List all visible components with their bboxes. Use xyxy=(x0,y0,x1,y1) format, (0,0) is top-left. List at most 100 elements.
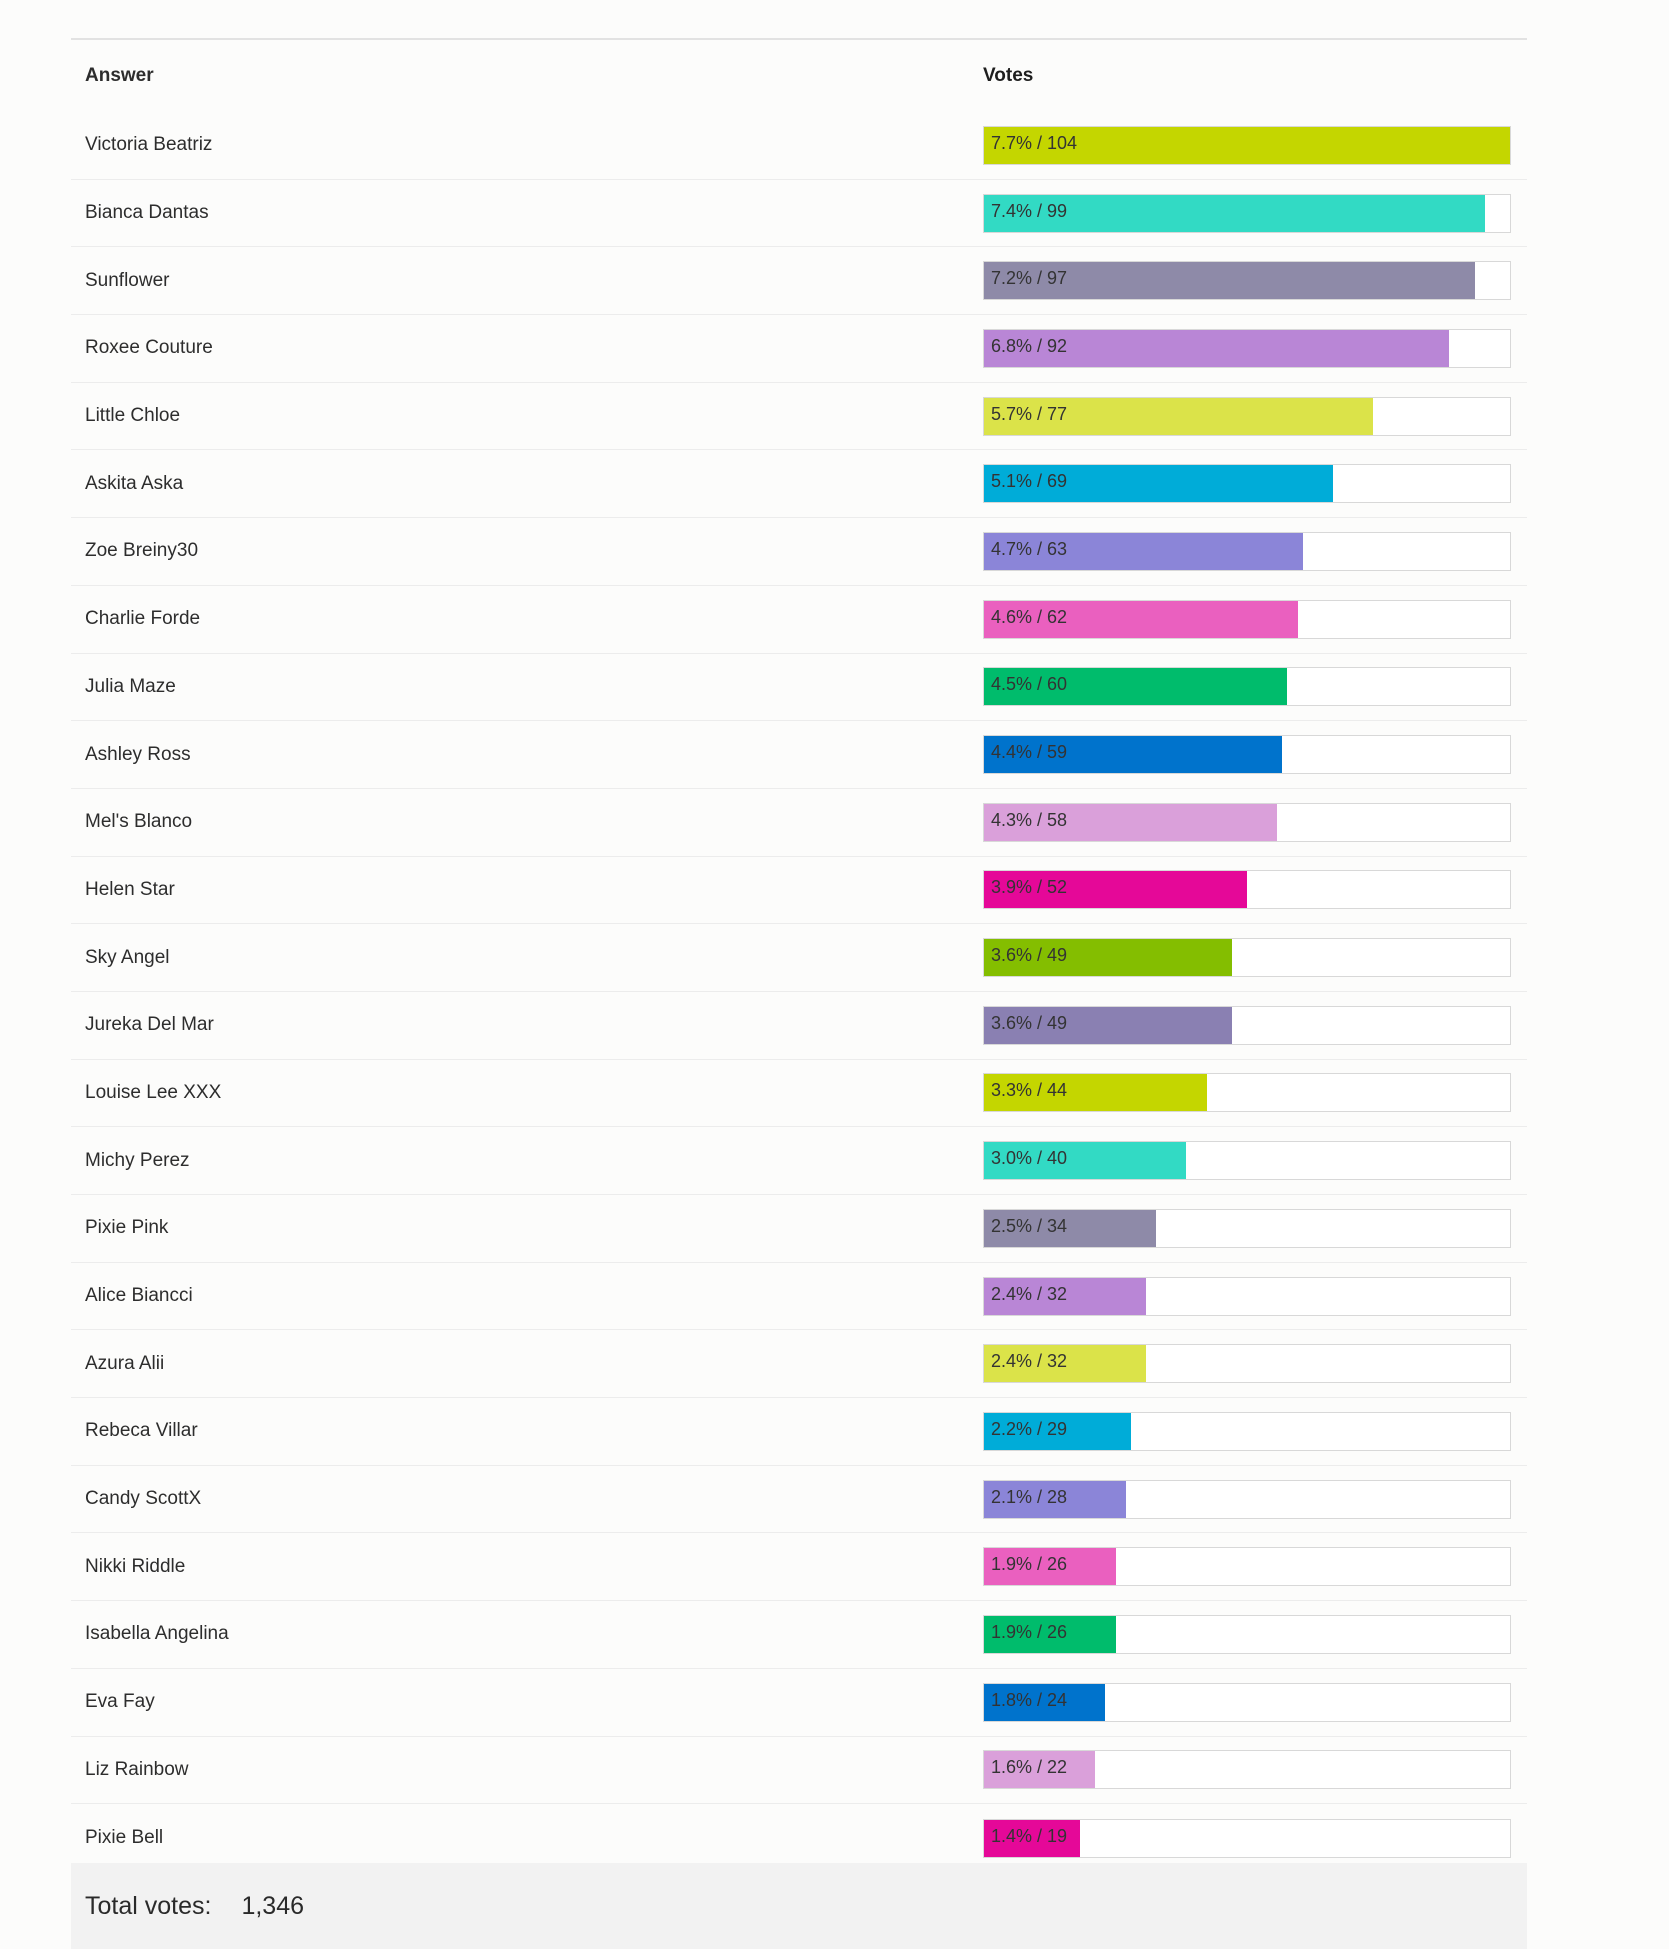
answer-name: Jureka Del Mar xyxy=(85,1014,214,1036)
table-row: Sunflower 7.2% / 97 xyxy=(71,247,1527,316)
table-row: Roxee Couture 6.8% / 92 xyxy=(71,315,1527,383)
table-row: Sky Angel 3.6% / 49 xyxy=(71,924,1527,992)
vote-bar: 1.8% / 24 xyxy=(983,1682,1511,1722)
vote-bar-fill xyxy=(984,329,1450,367)
vote-bar-fill xyxy=(984,1074,1207,1112)
vote-bar-label: 4.3% / 58 xyxy=(991,809,1068,830)
answer-name: Azura Alii xyxy=(85,1352,165,1374)
vote-bar: 4.7% / 63 xyxy=(983,531,1511,571)
vote-bar-label: 3.0% / 40 xyxy=(991,1148,1068,1169)
votes-cell: 7.7% / 104 xyxy=(983,125,1511,165)
answer-name: Ashley Ross xyxy=(85,743,191,765)
vote-bar-label: 5.1% / 69 xyxy=(991,471,1068,492)
votes-cell: 3.6% / 49 xyxy=(983,1005,1511,1045)
vote-bar-label: 4.6% / 62 xyxy=(991,606,1068,627)
vote-bar-label: 3.3% / 44 xyxy=(991,1080,1068,1101)
table-row: Azura Alii 2.4% / 32 xyxy=(71,1330,1527,1399)
answer-name: Sky Angel xyxy=(85,946,170,968)
vote-bar-fill xyxy=(984,1751,1096,1789)
vote-bar: 1.6% / 22 xyxy=(983,1750,1511,1790)
vote-bar: 2.4% / 32 xyxy=(983,1344,1511,1384)
votes-cell: 4.5% / 60 xyxy=(983,667,1511,707)
votes-cell: 1.8% / 24 xyxy=(983,1682,1511,1722)
answer-name: Askita Aska xyxy=(85,472,184,494)
poll-results: Answer Votes Victoria Beatriz 7.7% / 104 B… xyxy=(71,0,1527,1872)
table-row: Pixie Pink 2.5% / 34 xyxy=(71,1195,1527,1263)
vote-bar-fill xyxy=(984,1548,1116,1586)
vote-bar-label: 2.1% / 28 xyxy=(991,1486,1068,1507)
answer-name: Isabella Angelina xyxy=(85,1623,229,1645)
table-row: Ashley Ross 4.4% / 59 xyxy=(71,721,1527,789)
vote-bar: 7.4% / 99 xyxy=(983,193,1511,233)
vote-bar-label: 2.2% / 29 xyxy=(991,1418,1068,1439)
vote-bar-label: 6.8% / 92 xyxy=(991,335,1068,356)
votes-column-header: Votes xyxy=(983,65,1034,86)
vote-bar-fill xyxy=(984,465,1333,503)
vote-bar-label: 7.2% / 97 xyxy=(991,268,1068,289)
vote-bar-label: 3.6% / 49 xyxy=(991,1012,1068,1033)
vote-bar-label: 1.6% / 22 xyxy=(991,1757,1068,1778)
vote-bar: 7.2% / 97 xyxy=(983,261,1511,301)
vote-bar-label: 4.5% / 60 xyxy=(991,674,1068,695)
vote-bar: 2.2% / 29 xyxy=(983,1411,1511,1451)
answer-name: Julia Maze xyxy=(85,675,176,697)
vote-bar-fill xyxy=(984,1209,1156,1247)
total-votes-label: Total votes: xyxy=(85,1891,212,1920)
vote-bar-label: 2.4% / 32 xyxy=(991,1283,1068,1304)
vote-bar: 3.6% / 49 xyxy=(983,938,1511,978)
vote-bar-fill xyxy=(984,532,1303,570)
vote-bar-label: 1.4% / 19 xyxy=(991,1825,1068,1846)
answer-name: Zoe Breiny30 xyxy=(85,540,199,562)
answer-name: Candy ScottX xyxy=(85,1488,202,1510)
answer-name: Sunflower xyxy=(85,269,170,291)
answer-name: Little Chloe xyxy=(85,405,181,427)
vote-bar: 3.3% / 44 xyxy=(983,1073,1511,1113)
vote-bar-fill xyxy=(984,1412,1131,1450)
votes-cell: 5.1% / 69 xyxy=(983,464,1511,504)
answer-name: Eva Fay xyxy=(85,1691,155,1713)
vote-bar-fill xyxy=(984,1345,1146,1383)
vote-bar-fill xyxy=(984,1615,1116,1653)
votes-cell: 1.9% / 26 xyxy=(983,1547,1511,1587)
table-row: Nikki Riddle 1.9% / 26 xyxy=(71,1533,1527,1602)
vote-bar-label: 4.4% / 59 xyxy=(991,742,1068,763)
vote-bar: 2.5% / 34 xyxy=(983,1208,1511,1248)
vote-bar: 4.5% / 60 xyxy=(983,667,1511,707)
answer-name: Alice Biancci xyxy=(85,1285,193,1307)
votes-cell: 3.9% / 52 xyxy=(983,870,1511,910)
answer-name: Michy Perez xyxy=(85,1149,190,1171)
vote-bar-fill xyxy=(984,600,1298,638)
votes-cell: 4.6% / 62 xyxy=(983,599,1511,639)
answer-name: Helen Star xyxy=(85,878,175,900)
table-row: Louise Lee XXX 3.3% / 44 xyxy=(71,1060,1527,1128)
table-row: Isabella Angelina 1.9% / 26 xyxy=(71,1601,1527,1669)
votes-cell: 1.6% / 22 xyxy=(983,1750,1511,1790)
answer-name: Pixie Bell xyxy=(85,1827,164,1849)
votes-cell: 6.8% / 92 xyxy=(983,328,1511,368)
vote-bar-label: 2.4% / 32 xyxy=(991,1351,1068,1372)
votes-cell: 4.3% / 58 xyxy=(983,802,1511,842)
vote-bar: 7.7% / 104 xyxy=(983,125,1511,165)
votes-cell: 2.1% / 28 xyxy=(983,1479,1511,1519)
top-divider xyxy=(71,0,1527,40)
vote-bar-label: 3.9% / 52 xyxy=(991,877,1068,898)
vote-bar: 5.7% / 77 xyxy=(983,396,1511,436)
votes-cell: 1.9% / 26 xyxy=(983,1614,1511,1654)
vote-bar-fill xyxy=(984,1683,1106,1721)
votes-cell: 3.3% / 44 xyxy=(983,1073,1511,1113)
table-row: Zoe Breiny30 4.7% / 63 xyxy=(71,518,1527,586)
vote-bar-label: 7.4% / 99 xyxy=(991,200,1068,221)
vote-bar: 4.4% / 59 xyxy=(983,735,1511,775)
answer-name: Bianca Dantas xyxy=(85,202,209,224)
total-votes-bar: Total votes: 1,346 xyxy=(71,1863,1527,1949)
table-row: Askita Aska 5.1% / 69 xyxy=(71,450,1527,519)
table-header: Answer Votes xyxy=(71,40,1527,112)
vote-bar: 3.6% / 49 xyxy=(983,1005,1511,1045)
votes-cell: 3.0% / 40 xyxy=(983,1141,1511,1181)
vote-bar: 4.6% / 62 xyxy=(983,599,1511,639)
vote-bar-label: 3.6% / 49 xyxy=(991,945,1068,966)
votes-cell: 1.4% / 19 xyxy=(983,1818,1511,1858)
table-row: Liz Rainbow 1.6% / 22 xyxy=(71,1737,1527,1805)
vote-bar-label: 4.7% / 63 xyxy=(991,538,1068,559)
vote-bar-label: 1.9% / 26 xyxy=(991,1621,1068,1642)
